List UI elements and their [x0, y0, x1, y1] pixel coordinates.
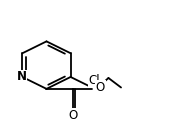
Text: Cl: Cl [89, 74, 100, 87]
Text: N: N [16, 70, 26, 83]
Text: O: O [96, 81, 105, 94]
Text: O: O [68, 109, 77, 122]
